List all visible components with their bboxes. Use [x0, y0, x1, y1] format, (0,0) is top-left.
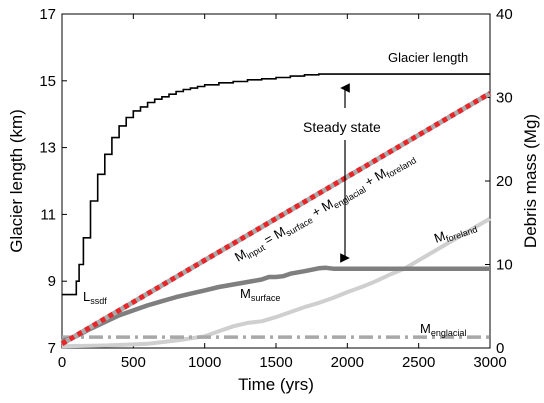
y-right-tick-label-1: 10: [496, 257, 513, 274]
y-left-tick-label-2: 11: [40, 206, 56, 223]
series-layer: [60, 73, 492, 349]
series-m-surface: [61, 265, 490, 344]
m-surface-label: Msurface: [240, 286, 280, 303]
x-tick-label-6: 3000: [473, 354, 506, 371]
x-axis-title: Time (yrs): [238, 375, 314, 394]
y-right-axis-title: Debris mass (Mg): [521, 114, 540, 248]
y-left-axis-title: Glacier length (km): [7, 109, 26, 253]
m-input-equation: Minput = Msurface + Menglacial + Mforela…: [232, 149, 418, 266]
x-tick-label-5: 2500: [402, 354, 435, 371]
x-tick-label-4: 2000: [331, 354, 364, 371]
tick-labels-layer: 0 500 1000 1500 2000 2500 3000 7 9 11 13 15 17 0 10 20 3…: [39, 6, 512, 371]
y-right-tick-label-0: 0: [496, 340, 504, 357]
y-left-tick-label-1: 9: [48, 273, 56, 290]
m-foreland-label: Mforeland: [432, 218, 479, 248]
ticks-layer: [61, 13, 491, 349]
l-ssdf-label: Lssdf: [83, 289, 107, 306]
y-left-tick-label-5: 17: [39, 6, 56, 23]
series-m-input: [60, 91, 492, 346]
x-tick-label-2: 1000: [188, 354, 221, 371]
m-englacial-label: Menglacial: [420, 321, 466, 338]
glacier-length-label: Glacier length: [388, 50, 468, 65]
y-right-tick-label-4: 40: [496, 6, 513, 23]
y-right-tick-label-3: 30: [496, 90, 513, 107]
steady-state-label: Steady state: [303, 119, 381, 135]
x-tick-label-3: 1500: [259, 354, 292, 371]
y-left-tick-label-3: 13: [39, 140, 56, 157]
x-tick-label-1: 500: [121, 354, 146, 371]
x-tick-label-0: 0: [58, 354, 66, 371]
series-glacier-length: [62, 73, 490, 296]
y-right-tick-label-2: 20: [496, 173, 513, 190]
y-left-tick-label-0: 7: [48, 340, 56, 357]
y-left-tick-label-4: 15: [39, 73, 56, 90]
